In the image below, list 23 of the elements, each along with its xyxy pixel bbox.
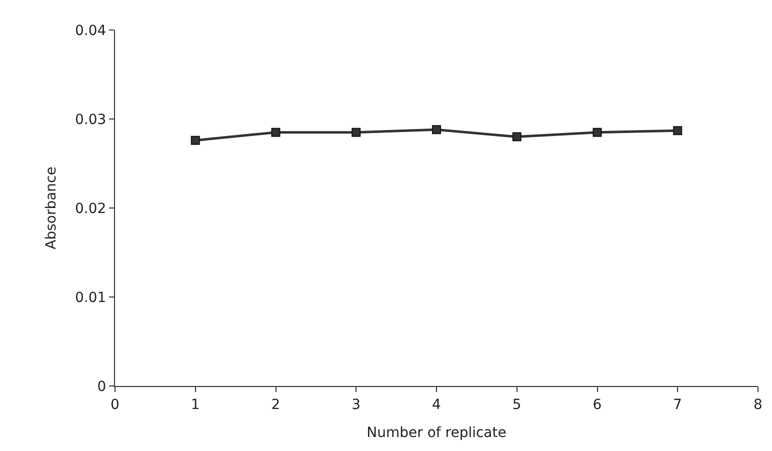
x-tick-label: 1 (190, 396, 200, 413)
point (673, 126, 682, 136)
point (592, 128, 602, 137)
point (432, 125, 441, 134)
y-tick-label: 0.02 (75, 200, 106, 217)
x-tick-label: 7 (673, 396, 682, 413)
point (352, 128, 361, 137)
point (512, 132, 522, 142)
x-axis-title: Number of replicate (366, 425, 506, 442)
point (190, 136, 200, 145)
x-tick-label: 4 (432, 396, 442, 413)
x-tick-label: 8 (754, 396, 762, 413)
y-axis-title: Absorbance (44, 166, 60, 250)
x-tick-label: 3 (352, 396, 361, 413)
x-tick-label: 0 (110, 396, 120, 413)
x-tick-label: 5 (512, 396, 522, 413)
x-tick-label: 2 (271, 396, 280, 413)
y-tick-label: 0.01 (75, 290, 106, 306)
y-tick-label: 0.04 (75, 22, 106, 39)
y-tick-label: 0.03 (75, 112, 106, 128)
point (271, 128, 280, 137)
y-tick-label: 0 (97, 378, 106, 395)
x-tick-label: 6 (592, 396, 602, 413)
